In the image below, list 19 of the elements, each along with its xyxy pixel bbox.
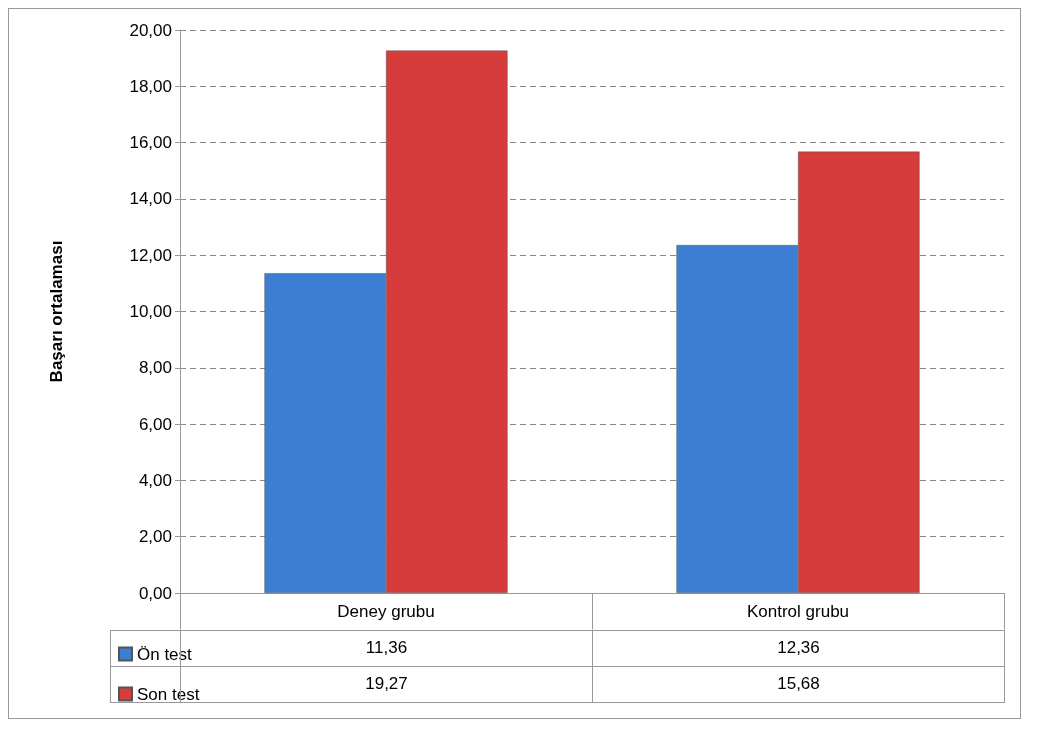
x-tick-label: Kontrol grubu [746, 602, 850, 621]
y-tick-label: 16,00 [129, 133, 172, 153]
x-tick-label: Deney grubu [337, 602, 435, 621]
data-label: 11,36 [365, 638, 408, 657]
y-tick-label: 2,00 [138, 527, 172, 547]
y-tick-label: 14,00 [129, 189, 172, 209]
data-label: 12,36 [592, 630, 1005, 666]
y-tick-label: 6,00 [138, 414, 172, 434]
data-label: 19,27 [365, 674, 408, 693]
y-tick-label: 20,00 [129, 20, 172, 40]
y-tick-label: 12,00 [129, 245, 172, 265]
y-tick-label: 4,00 [138, 470, 172, 490]
y-tick-label: 18,00 [129, 76, 172, 96]
legend-label: Son test [137, 684, 200, 704]
y-tick-label: 10,00 [129, 302, 172, 321]
y-axis-title: Başarı ortalaması [47, 240, 66, 383]
data-label: 15,68 [592, 666, 1005, 702]
y-tick-label: 0,00 [138, 583, 172, 603]
y-tick-label: 8,00 [138, 358, 172, 378]
